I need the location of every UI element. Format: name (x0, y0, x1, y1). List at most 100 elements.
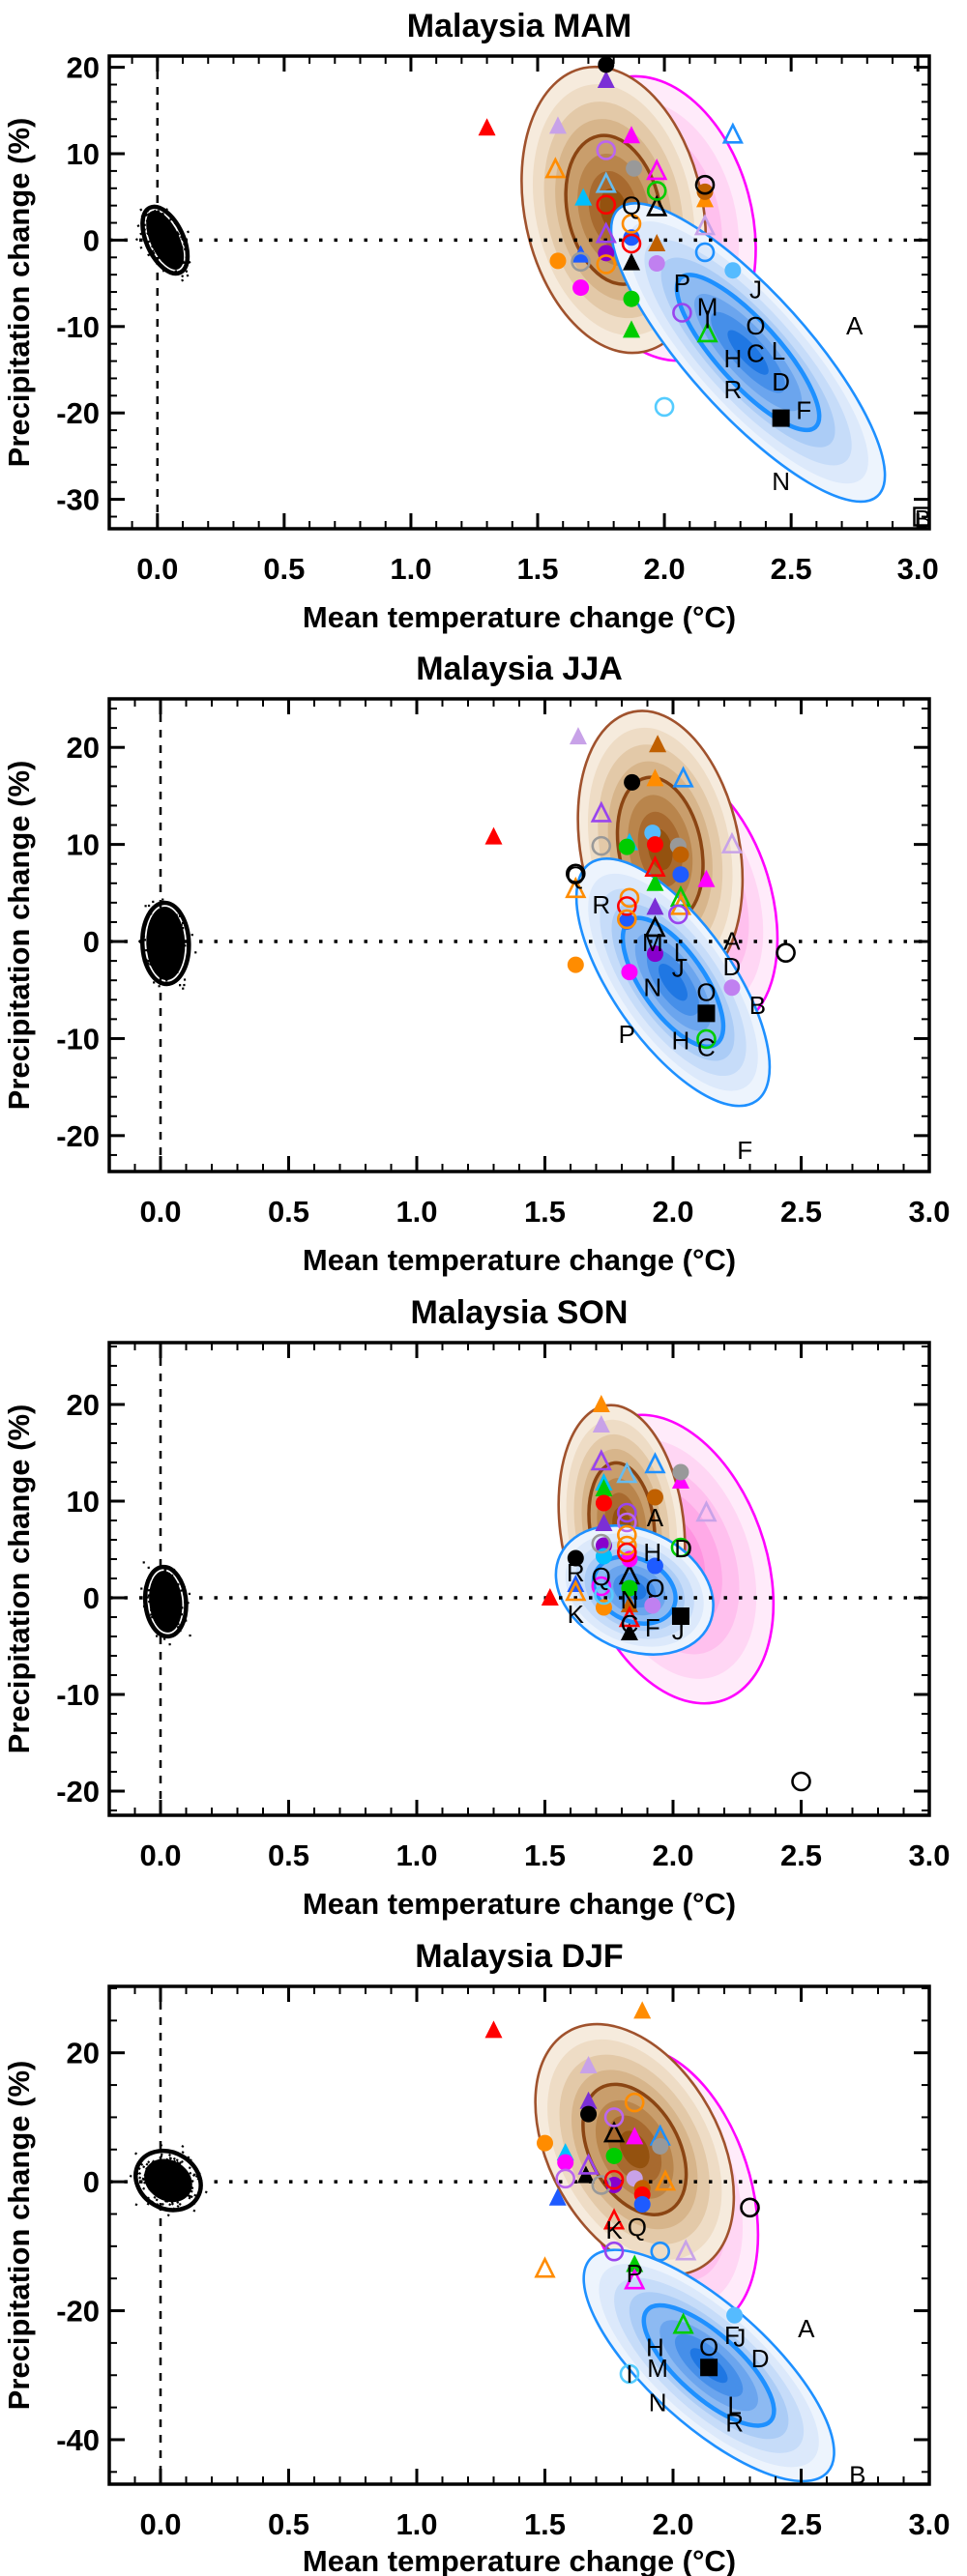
model-marker-circle (646, 945, 663, 963)
model-marker-triangle (602, 2121, 626, 2143)
model-marker-triangle (548, 116, 567, 134)
model-letter-O: O (696, 978, 716, 1007)
scatter-dot (192, 2209, 196, 2213)
scatter-dot (145, 2162, 149, 2166)
scatter-dot (147, 2160, 151, 2164)
model-letter-C: C (747, 339, 765, 368)
model-marker-triangle (565, 1579, 587, 1602)
model-marker-circle (618, 838, 635, 855)
x-axis-label: Mean temperature change (°C) (303, 1243, 736, 1277)
model-marker-triangle (646, 873, 664, 891)
scatter-ring (142, 1564, 189, 1639)
y-axis-label: Precipitation change (%) (2, 1404, 36, 1754)
model-letter-Q: Q (628, 2213, 647, 2242)
scatter-ring (133, 2148, 203, 2213)
x-tick-label: 2.5 (771, 552, 812, 586)
model-marker-triangle (616, 1462, 638, 1484)
baseline-scatter-cluster (138, 898, 197, 990)
scatter-dot (152, 900, 155, 904)
scatter-core (146, 907, 186, 981)
model-letter-N: N (772, 467, 790, 496)
model-marker-square (913, 507, 929, 527)
y-tick-label: -30 (56, 483, 100, 517)
model-marker-triangle (622, 252, 640, 271)
model-marker-circle (605, 2147, 623, 2164)
scatter-dot (204, 2190, 208, 2194)
model-marker-circle (537, 2134, 553, 2152)
model-letter-R: R (723, 375, 742, 404)
model-letter-Q: Q (566, 861, 585, 890)
density-outline (582, 2248, 835, 2483)
model-marker-circle (646, 181, 667, 201)
y-tick-label: 20 (67, 51, 100, 85)
model-marker-circle (696, 183, 714, 200)
model-marker-circle (791, 1771, 811, 1792)
model-marker-triangle (590, 1449, 612, 1471)
model-marker-triangle (646, 897, 664, 915)
model-marker-circle (572, 279, 590, 297)
model-marker-circle (591, 1533, 612, 1554)
model-marker-triangle (644, 854, 666, 878)
model-letter-N: N (643, 973, 661, 1002)
density-level (619, 2130, 650, 2169)
scatter-dot (129, 2174, 132, 2178)
model-letter-F: F (796, 396, 811, 425)
y-tick-label: 10 (67, 828, 100, 862)
model-marker-triangle (565, 876, 587, 899)
model-letter-M: M (642, 928, 663, 957)
scatter-dot (161, 898, 164, 901)
model-marker-triangle (620, 1623, 638, 1640)
x-tick-label: 0.5 (268, 1195, 309, 1229)
scatter-dot (192, 2173, 196, 2177)
model-letter-A: A (647, 1503, 664, 1532)
model-marker-circle (672, 866, 689, 883)
panel-title: Malaysia JJA (416, 651, 623, 687)
model-marker-circle (591, 835, 612, 856)
model-marker-circle (696, 1028, 717, 1050)
model-marker-circle (672, 303, 692, 323)
scatter-dot (144, 905, 147, 908)
model-letter-J: J (672, 954, 685, 983)
model-marker-circle (616, 909, 637, 930)
model-marker-triangle (695, 1500, 718, 1522)
x-tick-label: 1.0 (396, 1195, 437, 1229)
model-marker-circle (616, 896, 637, 916)
model-letter-R: R (592, 890, 610, 919)
model-marker-square (772, 409, 790, 427)
model-marker-circle (652, 2137, 669, 2155)
scatter-dot (181, 275, 185, 278)
model-letter-F: F (645, 1613, 660, 1642)
model-marker-triangle (484, 2020, 503, 2039)
model-marker-triangle (720, 831, 744, 854)
scatter-dot (193, 2193, 197, 2197)
y-tick-label: 0 (83, 925, 100, 959)
model-marker-circle (621, 214, 642, 234)
model-marker-circle (567, 1549, 584, 1567)
density-ellipse-blue (609, 202, 887, 504)
model-marker-circle (591, 2175, 612, 2195)
scatter-dot (181, 2144, 185, 2148)
x-tick-label: 2.0 (652, 2507, 693, 2541)
model-marker-triangle (624, 2268, 646, 2290)
scatter-dot (166, 2214, 170, 2217)
model-marker-triangle (649, 735, 667, 753)
model-marker-circle (565, 863, 586, 884)
model-letter-L: L (772, 336, 785, 365)
scatter-dot (139, 208, 143, 212)
model-letter-O: O (645, 1574, 664, 1603)
model-marker-triangle (696, 321, 718, 343)
model-marker-triangle (693, 214, 717, 236)
x-tick-label: 1.5 (524, 1195, 566, 1229)
model-letter-H: H (646, 2333, 664, 2362)
model-marker-triangle (622, 126, 640, 144)
model-letter-B: B (749, 991, 766, 1020)
plot-border (107, 1341, 931, 1817)
y-tick-label: 10 (67, 137, 100, 171)
baseline-scatter-cluster (140, 1561, 191, 1646)
scatter-dot (138, 2171, 142, 2175)
